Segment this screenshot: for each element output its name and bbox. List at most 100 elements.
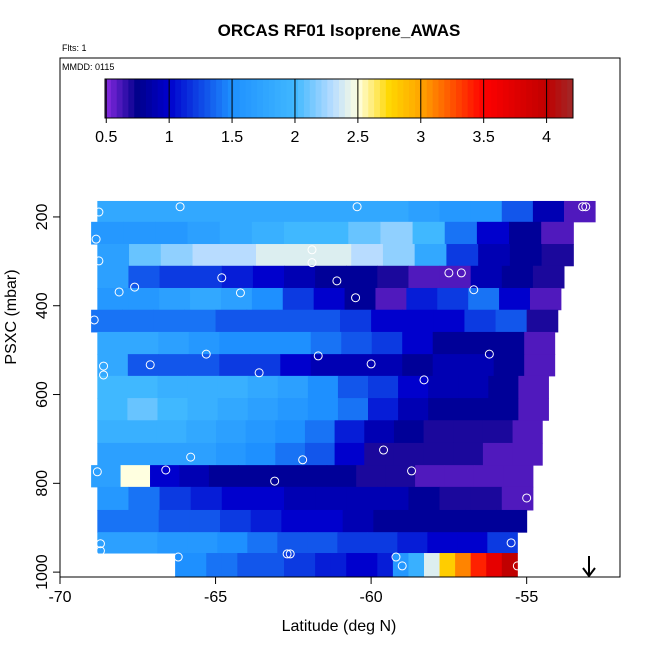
colorbar-swatch xyxy=(274,79,281,118)
samples xyxy=(89,202,591,571)
cell xyxy=(284,221,317,245)
cell xyxy=(351,244,384,267)
cell xyxy=(307,532,338,554)
sample-point xyxy=(512,561,522,571)
colorbar-swatch xyxy=(192,79,200,118)
cell xyxy=(392,553,409,578)
cell xyxy=(246,309,279,333)
cell xyxy=(190,486,223,511)
y-tick-label: 400 xyxy=(34,292,51,319)
cell xyxy=(496,509,528,533)
cell xyxy=(346,553,363,578)
cell xyxy=(486,553,503,578)
sample-point xyxy=(89,315,99,325)
colorbar-swatch xyxy=(339,79,346,118)
colorbar-swatch xyxy=(561,79,568,118)
cell xyxy=(518,375,549,399)
cell xyxy=(319,244,352,267)
cell xyxy=(368,375,399,399)
cell xyxy=(187,375,219,399)
cell xyxy=(280,331,312,355)
colorbar-swatch xyxy=(204,79,211,118)
cell xyxy=(402,331,434,355)
cell xyxy=(495,309,528,333)
colorbar-swatch xyxy=(415,79,422,118)
colorbar-swatch xyxy=(128,79,135,118)
cell xyxy=(97,354,129,377)
colorbar-swatch xyxy=(385,79,393,118)
cell xyxy=(524,331,556,355)
cell xyxy=(307,375,339,399)
cell xyxy=(287,244,320,267)
sample-point xyxy=(95,546,105,556)
cell xyxy=(97,287,129,311)
cell xyxy=(375,287,407,311)
colorbar-swatch xyxy=(473,79,480,118)
cell xyxy=(501,486,534,511)
cell xyxy=(91,465,122,488)
cell xyxy=(220,509,252,533)
cell xyxy=(439,200,472,223)
cell xyxy=(127,354,159,377)
colorbar-swatch xyxy=(198,79,205,118)
colorbar-swatch xyxy=(122,79,129,118)
cell xyxy=(404,509,436,533)
colorbar-swatch xyxy=(280,79,287,118)
cell xyxy=(455,553,472,578)
cell xyxy=(206,553,223,578)
cell xyxy=(97,486,129,511)
cell xyxy=(91,221,124,245)
sample-point xyxy=(145,360,155,370)
cell xyxy=(284,200,316,223)
cell xyxy=(284,486,316,511)
cell xyxy=(524,354,556,377)
colorbar-swatch xyxy=(567,79,574,118)
cell xyxy=(187,221,221,245)
cell xyxy=(304,420,336,444)
cell xyxy=(509,221,542,245)
colorbar-swatch xyxy=(145,79,153,118)
colorbar-swatch xyxy=(175,79,182,118)
y-tick-label: 1000 xyxy=(34,554,51,590)
colorbar-tick-label: 1.5 xyxy=(221,129,243,146)
colorbar-swatch xyxy=(549,79,556,118)
cell xyxy=(190,200,223,223)
sample-point xyxy=(397,561,407,571)
cell xyxy=(280,354,312,377)
x-tick-label: -70 xyxy=(48,589,71,606)
cell xyxy=(393,420,425,444)
cell xyxy=(364,442,395,466)
cell xyxy=(509,244,543,267)
sample-point xyxy=(379,445,389,455)
sample-point xyxy=(456,268,466,278)
cell xyxy=(267,465,298,488)
cell xyxy=(188,331,220,355)
cell xyxy=(371,309,403,333)
cell xyxy=(150,465,180,488)
cell xyxy=(423,420,454,444)
sample-point xyxy=(332,276,342,286)
cell xyxy=(126,420,158,444)
cell xyxy=(277,309,310,333)
note: Flts: 1 xyxy=(62,43,87,53)
cell xyxy=(97,420,128,444)
cell xyxy=(122,309,154,333)
cell xyxy=(371,331,403,355)
cell xyxy=(364,420,395,444)
cell xyxy=(97,532,128,554)
sample-point xyxy=(351,293,361,303)
cell xyxy=(503,465,534,488)
cell xyxy=(156,420,187,444)
colorbar-swatch xyxy=(286,79,293,118)
cell xyxy=(159,486,192,511)
cell xyxy=(186,442,217,466)
sample-point xyxy=(307,245,317,255)
cell xyxy=(315,265,347,289)
colorbar-swatch xyxy=(409,79,416,118)
cell xyxy=(157,398,189,421)
colorbar-swatch xyxy=(374,79,381,118)
cell xyxy=(529,287,562,311)
cell xyxy=(275,442,306,466)
cell xyxy=(189,509,221,533)
y-axis-label: PSXC (mbar) xyxy=(3,269,20,364)
